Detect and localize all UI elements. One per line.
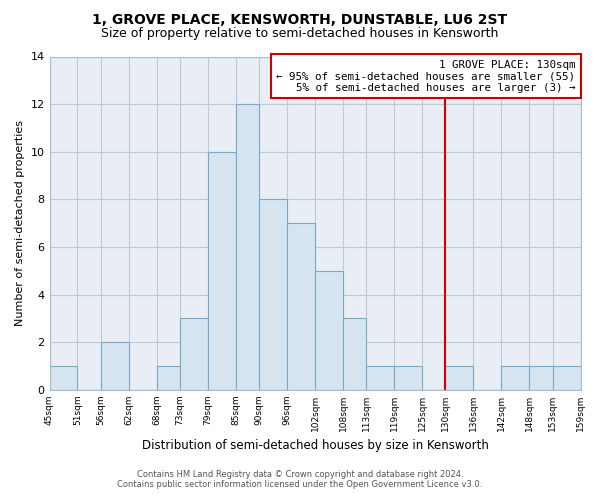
Bar [259, 200, 287, 390]
Text: 1 GROVE PLACE: 130sqm
← 95% of semi-detached houses are smaller (55)
5% of semi-: 1 GROVE PLACE: 130sqm ← 95% of semi-deta… [276, 60, 575, 93]
Text: Size of property relative to semi-detached houses in Kensworth: Size of property relative to semi-detach… [101, 28, 499, 40]
X-axis label: Distribution of semi-detached houses by size in Kensworth: Distribution of semi-detached houses by … [142, 440, 488, 452]
Bar [445, 366, 473, 390]
Bar [553, 366, 581, 390]
Bar [180, 318, 208, 390]
Bar [366, 366, 394, 390]
Bar [157, 366, 180, 390]
Bar [287, 223, 315, 390]
Text: Contains HM Land Registry data © Crown copyright and database right 2024.
Contai: Contains HM Land Registry data © Crown c… [118, 470, 482, 489]
Bar [208, 152, 236, 390]
Bar [101, 342, 129, 390]
Bar [315, 271, 343, 390]
Bar [236, 104, 259, 390]
Bar [394, 366, 422, 390]
Text: 1, GROVE PLACE, KENSWORTH, DUNSTABLE, LU6 2ST: 1, GROVE PLACE, KENSWORTH, DUNSTABLE, LU… [92, 12, 508, 26]
Bar [50, 366, 77, 390]
Y-axis label: Number of semi-detached properties: Number of semi-detached properties [15, 120, 25, 326]
Bar [529, 366, 553, 390]
Bar [502, 366, 529, 390]
Bar [343, 318, 366, 390]
